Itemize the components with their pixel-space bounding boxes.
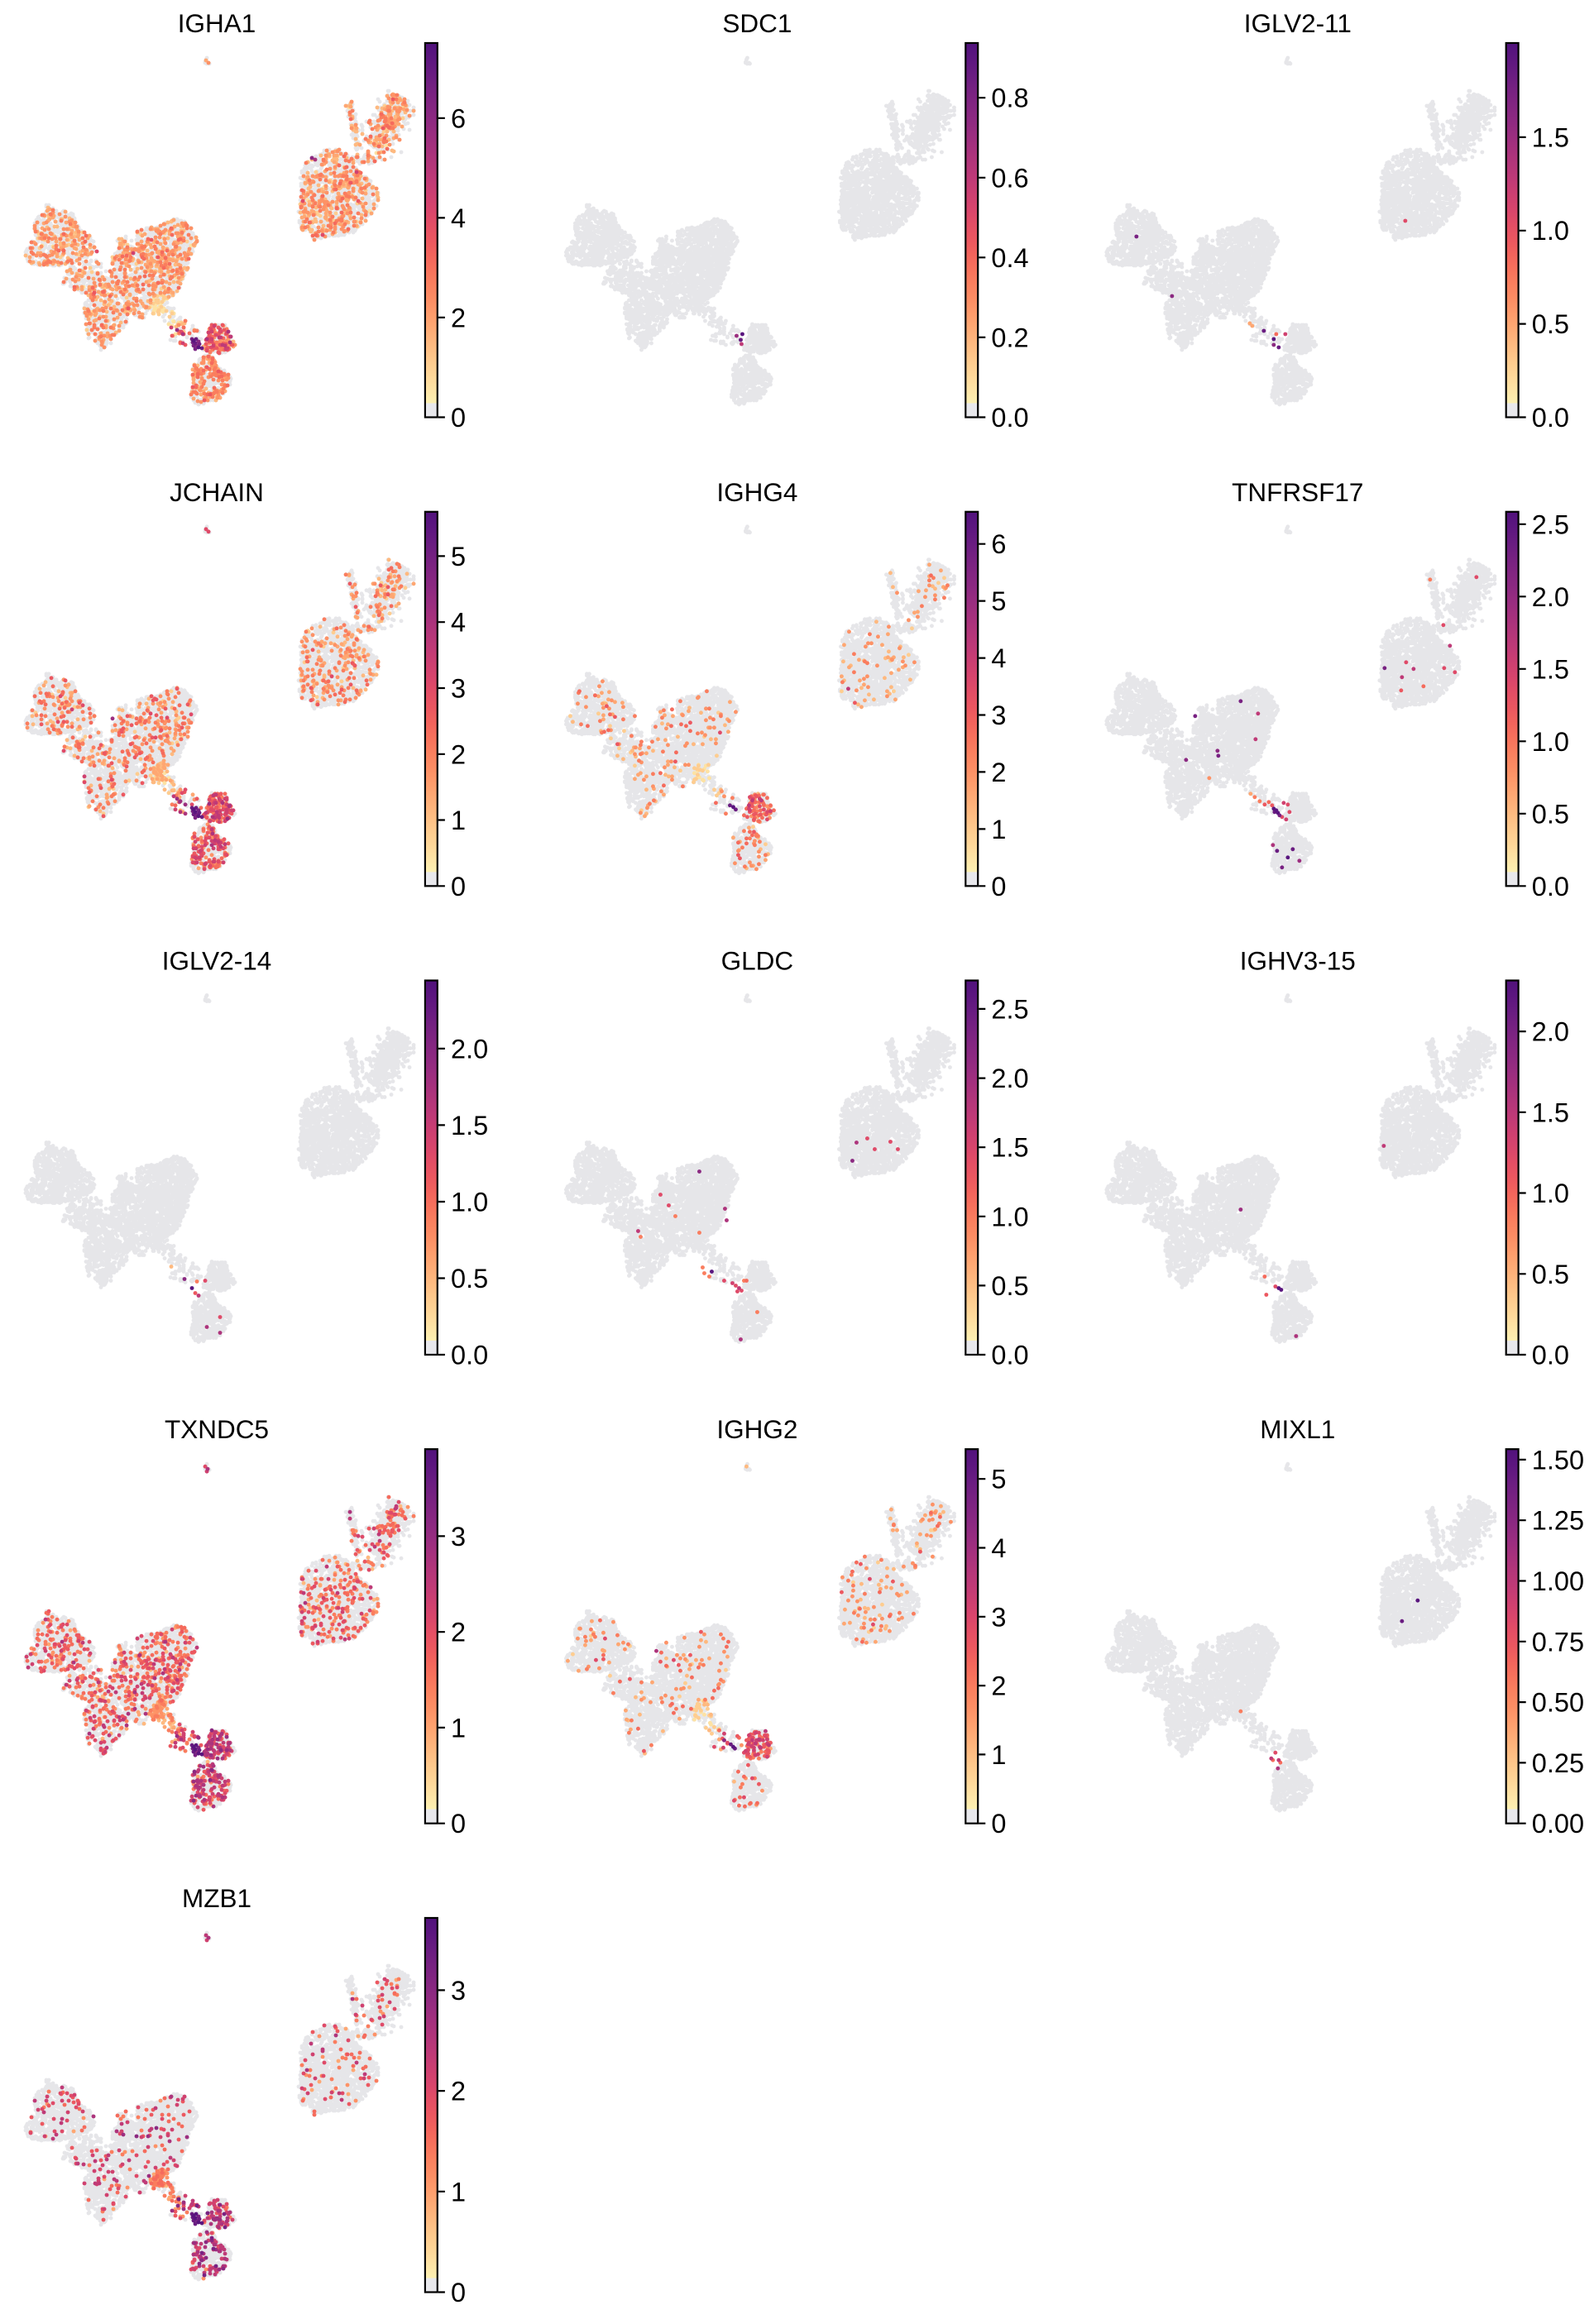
svg-text:1: 1 — [991, 815, 1006, 844]
svg-text:IGLV2-11: IGLV2-11 — [1244, 8, 1352, 38]
svg-text:0.5: 0.5 — [1532, 799, 1569, 829]
svg-text:0.5: 0.5 — [1532, 309, 1569, 339]
svg-text:0.0: 0.0 — [451, 1341, 488, 1370]
svg-text:5: 5 — [991, 586, 1006, 616]
svg-text:0.0: 0.0 — [1532, 1341, 1569, 1370]
svg-text:IGHA1: IGHA1 — [178, 8, 256, 38]
svg-text:2.0: 2.0 — [451, 1034, 488, 1064]
svg-text:0: 0 — [451, 403, 466, 433]
svg-text:0.0: 0.0 — [991, 1341, 1028, 1370]
svg-text:4: 4 — [451, 608, 466, 638]
svg-text:IGLV2-14: IGLV2-14 — [162, 946, 272, 976]
svg-text:6: 6 — [991, 529, 1006, 559]
svg-text:0.8: 0.8 — [991, 84, 1028, 113]
svg-text:1: 1 — [451, 2177, 466, 2207]
svg-text:IGHG4: IGHG4 — [716, 477, 797, 507]
svg-text:1.50: 1.50 — [1532, 1445, 1584, 1475]
svg-text:SDC1: SDC1 — [722, 8, 792, 38]
svg-text:1.5: 1.5 — [991, 1133, 1028, 1163]
svg-text:2.0: 2.0 — [1532, 582, 1569, 612]
svg-text:0.5: 0.5 — [1532, 1260, 1569, 1289]
svg-text:1.0: 1.0 — [451, 1188, 488, 1217]
svg-text:1.5: 1.5 — [1532, 654, 1569, 684]
svg-text:5: 5 — [451, 542, 466, 571]
svg-text:2.5: 2.5 — [991, 994, 1028, 1024]
svg-text:0.75: 0.75 — [1532, 1627, 1584, 1657]
svg-text:1.0: 1.0 — [1532, 727, 1569, 757]
svg-text:1: 1 — [451, 806, 466, 835]
svg-text:0.2: 0.2 — [991, 323, 1028, 352]
svg-text:2: 2 — [451, 1618, 466, 1647]
svg-text:3: 3 — [991, 701, 1006, 730]
svg-text:4: 4 — [991, 643, 1006, 673]
svg-text:1.5: 1.5 — [451, 1111, 488, 1140]
svg-text:0.0: 0.0 — [991, 403, 1028, 433]
svg-text:GLDC: GLDC — [721, 946, 794, 976]
svg-text:4: 4 — [451, 203, 466, 233]
svg-text:MZB1: MZB1 — [182, 1883, 251, 1913]
svg-text:0.0: 0.0 — [1532, 403, 1569, 433]
svg-text:0: 0 — [451, 2278, 466, 2307]
svg-text:1.00: 1.00 — [1532, 1566, 1584, 1596]
svg-text:1.5: 1.5 — [1532, 1097, 1569, 1127]
svg-text:TNFRSF17: TNFRSF17 — [1232, 477, 1363, 507]
svg-text:3: 3 — [451, 1522, 466, 1552]
svg-text:0.0: 0.0 — [1532, 872, 1569, 901]
svg-text:1.0: 1.0 — [991, 1202, 1028, 1231]
svg-text:0.5: 0.5 — [991, 1271, 1028, 1301]
svg-text:1.25: 1.25 — [1532, 1506, 1584, 1536]
svg-text:2.5: 2.5 — [1532, 509, 1569, 539]
svg-text:JCHAIN: JCHAIN — [170, 477, 264, 507]
svg-text:0: 0 — [991, 1809, 1006, 1839]
svg-text:0.5: 0.5 — [451, 1264, 488, 1294]
svg-text:0.6: 0.6 — [991, 163, 1028, 193]
svg-text:2: 2 — [451, 303, 466, 332]
svg-text:1.5: 1.5 — [1532, 122, 1569, 152]
svg-text:1: 1 — [991, 1740, 1006, 1770]
svg-text:0: 0 — [451, 1809, 466, 1839]
svg-text:0.00: 0.00 — [1532, 1809, 1584, 1839]
svg-text:0.50: 0.50 — [1532, 1688, 1584, 1718]
svg-text:0: 0 — [991, 872, 1006, 901]
svg-text:0.4: 0.4 — [991, 243, 1028, 273]
svg-text:2.0: 2.0 — [1532, 1017, 1569, 1047]
svg-text:2: 2 — [991, 1671, 1006, 1701]
svg-text:5: 5 — [991, 1465, 1006, 1494]
svg-text:0.25: 0.25 — [1532, 1748, 1584, 1778]
svg-text:2: 2 — [451, 2077, 466, 2106]
svg-text:6: 6 — [451, 103, 466, 133]
svg-text:TXNDC5: TXNDC5 — [165, 1414, 269, 1444]
svg-text:1.0: 1.0 — [1532, 216, 1569, 246]
svg-text:3: 3 — [451, 674, 466, 704]
svg-text:3: 3 — [991, 1602, 1006, 1632]
svg-text:IGHG2: IGHG2 — [716, 1414, 797, 1444]
svg-text:IGHV3-15: IGHV3-15 — [1240, 946, 1356, 976]
svg-text:3: 3 — [451, 1976, 466, 2006]
svg-text:2: 2 — [451, 739, 466, 769]
svg-text:0: 0 — [451, 872, 466, 901]
svg-text:2: 2 — [991, 758, 1006, 787]
svg-text:1: 1 — [451, 1713, 466, 1743]
svg-text:1.0: 1.0 — [1532, 1179, 1569, 1208]
svg-text:4: 4 — [991, 1533, 1006, 1563]
svg-text:2.0: 2.0 — [991, 1064, 1028, 1093]
svg-text:MIXL1: MIXL1 — [1260, 1414, 1335, 1444]
